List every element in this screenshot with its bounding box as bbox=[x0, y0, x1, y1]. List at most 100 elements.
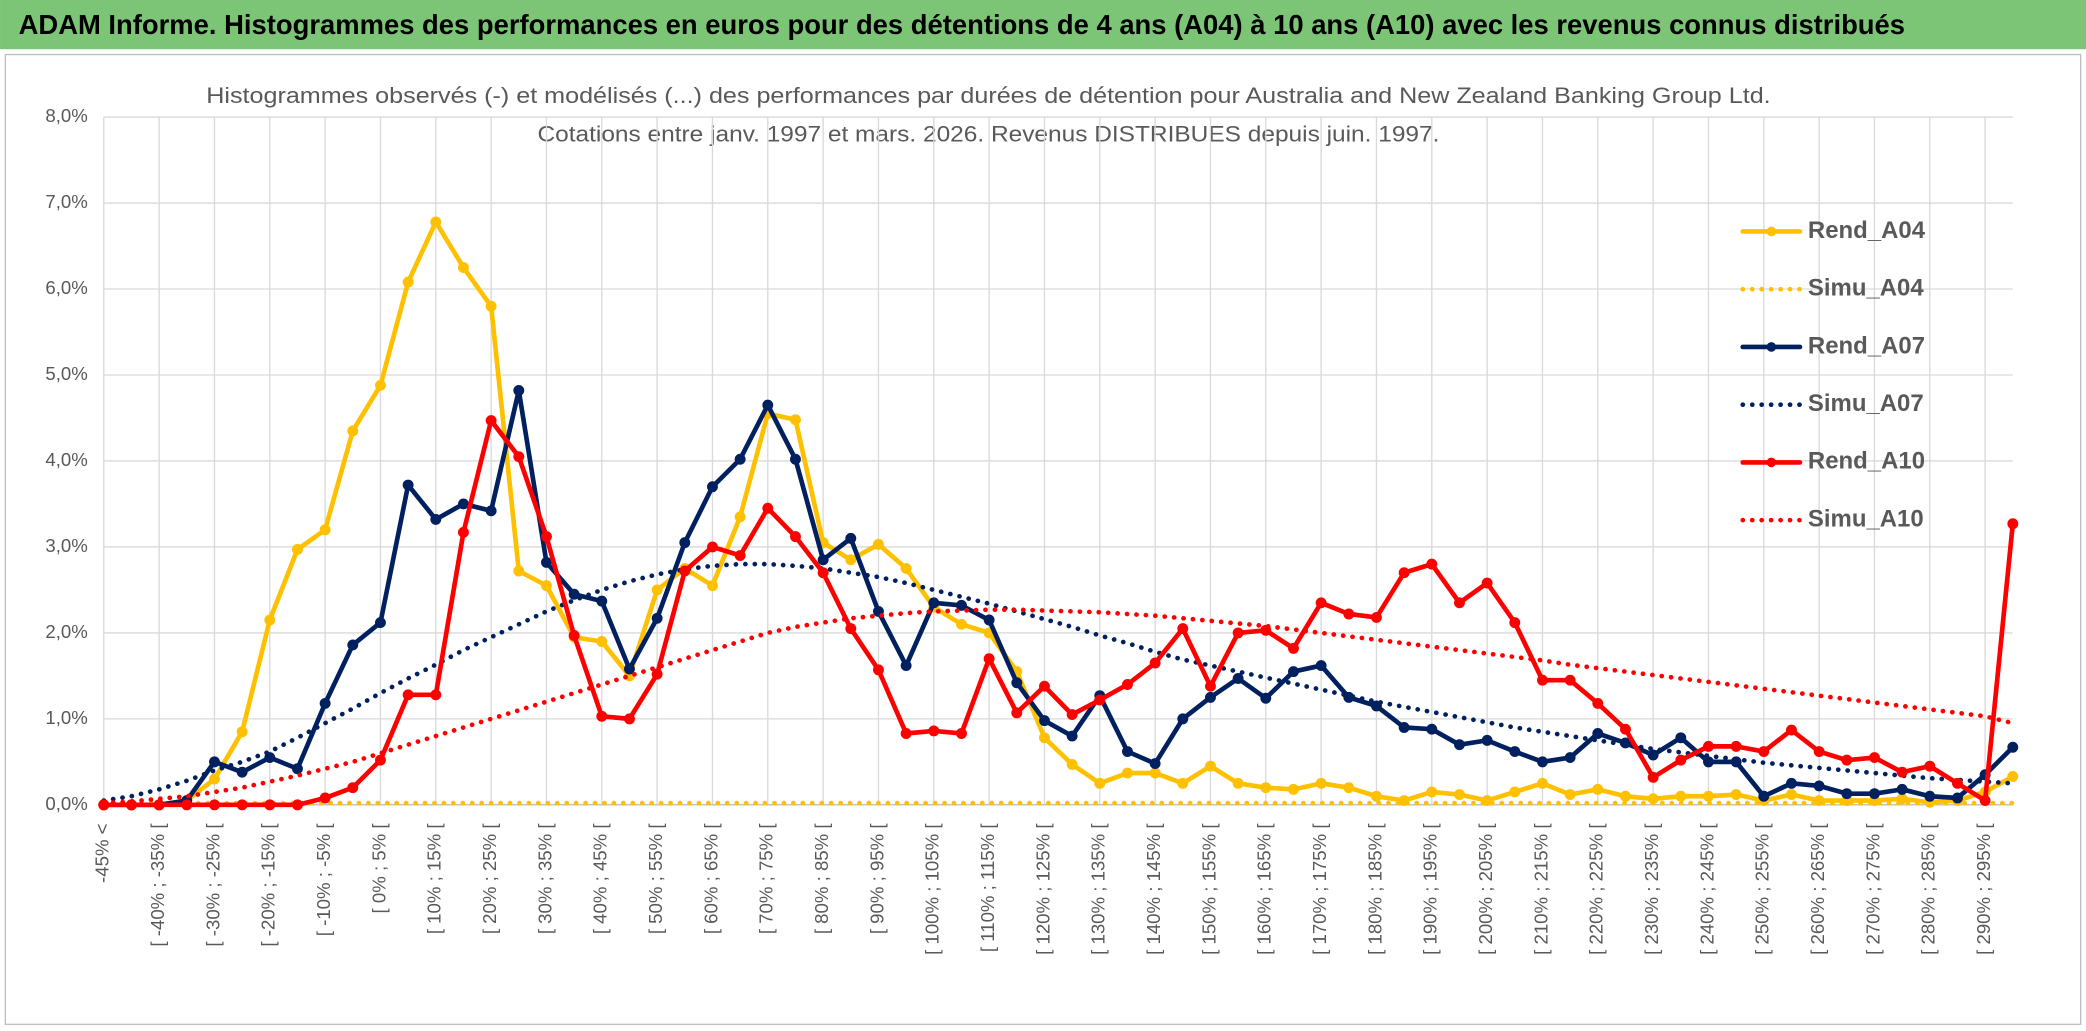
data-point bbox=[2007, 771, 2019, 782]
data-point bbox=[1066, 758, 1078, 770]
data-point bbox=[236, 799, 248, 811]
y-tick-label: 8,0% bbox=[45, 105, 87, 126]
x-tick-label: [ 150% ; 155% [ bbox=[1198, 823, 1219, 955]
data-point bbox=[375, 617, 386, 629]
data-point bbox=[430, 216, 442, 228]
x-tick-label: -45% < bbox=[92, 823, 113, 882]
data-point bbox=[1592, 783, 1604, 795]
data-point bbox=[541, 580, 552, 592]
data-point bbox=[1537, 674, 1548, 686]
data-point bbox=[1730, 740, 1742, 752]
x-tick-label: [ 270% ; 275% [ bbox=[1862, 823, 1883, 955]
data-point bbox=[1564, 789, 1576, 800]
x-tick-label: [ 290% ; 295% [ bbox=[1973, 823, 1994, 955]
data-point bbox=[1979, 795, 1991, 807]
data-point bbox=[873, 538, 884, 550]
data-point bbox=[1315, 597, 1327, 609]
data-point bbox=[1509, 786, 1521, 798]
data-point bbox=[1786, 777, 1797, 789]
data-point bbox=[1011, 707, 1023, 719]
x-tick-label: [ -10% ; -5% [ bbox=[313, 823, 334, 937]
legend-label: Simu_A07 bbox=[1808, 390, 1924, 417]
data-point bbox=[596, 710, 608, 722]
chart: Histogrammes observés (-) et modélisés (… bbox=[206, 83, 1770, 147]
data-point bbox=[458, 262, 469, 273]
data-point bbox=[568, 630, 580, 641]
data-point bbox=[236, 766, 248, 778]
y-tick-label: 6,0% bbox=[45, 277, 87, 298]
data-point bbox=[1122, 767, 1133, 779]
data-point bbox=[651, 584, 663, 596]
data-point bbox=[1177, 777, 1189, 789]
x-tick-label: [ 110% ; 115% [ bbox=[977, 823, 998, 952]
data-point bbox=[1703, 756, 1714, 768]
y-tick-label: 4,0% bbox=[45, 449, 87, 470]
data-point bbox=[1481, 577, 1493, 589]
data-point bbox=[1149, 657, 1161, 669]
y-tick-label: 3,0% bbox=[45, 535, 87, 556]
data-point bbox=[402, 479, 414, 491]
x-tick-label: [ 170% ; 175% [ bbox=[1309, 823, 1330, 955]
series-line bbox=[101, 219, 2016, 808]
legend-marker bbox=[1766, 226, 1777, 237]
chart-title: Histogrammes observés (-) et modélisés (… bbox=[206, 83, 1770, 108]
data-point bbox=[209, 799, 220, 811]
data-point bbox=[1758, 790, 1770, 802]
data-point bbox=[845, 623, 857, 635]
legend-label: Rend_A04 bbox=[1808, 217, 1926, 244]
data-point bbox=[1039, 680, 1050, 692]
data-point bbox=[983, 614, 995, 626]
data-point bbox=[430, 689, 442, 701]
data-point bbox=[1869, 788, 1880, 800]
data-point bbox=[402, 689, 414, 701]
data-point bbox=[1786, 789, 1797, 800]
data-point bbox=[651, 612, 663, 624]
data-point bbox=[596, 595, 608, 607]
data-point bbox=[485, 300, 497, 312]
data-point bbox=[1758, 746, 1770, 757]
data-point bbox=[845, 532, 857, 544]
data-point bbox=[928, 597, 940, 609]
data-point bbox=[1315, 777, 1327, 789]
data-point bbox=[983, 653, 995, 665]
x-tick-label: [ 240% ; 245% [ bbox=[1696, 823, 1717, 955]
data-point bbox=[790, 453, 801, 465]
data-point bbox=[1675, 754, 1687, 766]
data-point bbox=[264, 614, 276, 626]
data-point bbox=[790, 414, 801, 426]
data-point bbox=[1620, 790, 1631, 802]
data-point bbox=[1011, 677, 1023, 689]
x-tick-label: [ 280% ; 285% [ bbox=[1918, 823, 1939, 955]
data-point bbox=[375, 754, 386, 766]
data-point bbox=[1343, 782, 1355, 794]
x-tick-label: [ 120% ; 125% [ bbox=[1032, 823, 1053, 955]
data-point bbox=[1371, 611, 1382, 623]
data-point bbox=[1066, 709, 1078, 721]
data-point bbox=[458, 498, 469, 510]
data-point bbox=[1647, 749, 1659, 761]
x-tick-label: [ 60% ; 65% [ bbox=[700, 823, 721, 935]
data-point bbox=[1122, 679, 1133, 690]
series-line bbox=[101, 561, 2016, 803]
x-tick-label: [ 180% ; 185% [ bbox=[1364, 823, 1385, 955]
data-point bbox=[1149, 767, 1161, 779]
data-point bbox=[1952, 777, 1963, 789]
data-point bbox=[1122, 746, 1133, 757]
x-tick-label: [ 260% ; 265% [ bbox=[1807, 823, 1828, 955]
data-point bbox=[1924, 760, 1936, 772]
data-point bbox=[292, 544, 303, 555]
data-point bbox=[1426, 786, 1438, 798]
data-point bbox=[1592, 728, 1604, 739]
data-point bbox=[707, 580, 718, 592]
data-point bbox=[209, 773, 220, 785]
legend-marker bbox=[1766, 457, 1777, 468]
data-point bbox=[1509, 746, 1521, 757]
data-point bbox=[1039, 732, 1050, 744]
x-tick-label: [ 210% ; 215% [ bbox=[1530, 823, 1551, 955]
data-point bbox=[1537, 777, 1548, 789]
data-point bbox=[1454, 789, 1465, 800]
data-point bbox=[1454, 597, 1465, 609]
legend-label: Simu_A10 bbox=[1808, 505, 1924, 532]
